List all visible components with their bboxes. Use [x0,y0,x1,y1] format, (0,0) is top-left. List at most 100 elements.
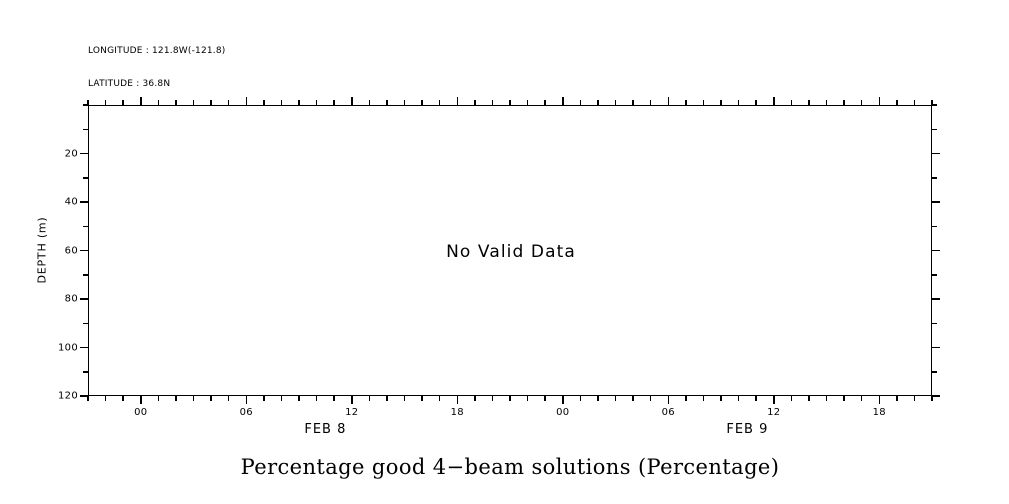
x-axis-hour-label: 12 [345,407,359,418]
x-axis-minor-tick-top [649,100,652,105]
x-axis-minor-tick [227,396,230,401]
y-axis-major-tick-right [932,395,940,397]
x-axis-minor-tick-top [403,100,406,105]
x-axis-minor-tick-top [192,100,195,105]
y-axis-major-tick [80,395,88,397]
x-axis-hour-label: 06 [239,407,253,418]
x-axis-minor-tick [649,396,652,401]
x-axis-minor-tick [913,396,916,401]
x-axis-major-tick [351,396,353,404]
x-axis-minor-tick [175,396,177,401]
x-axis-minor-tick-top [931,100,933,105]
x-axis-minor-tick-top [808,100,810,105]
y-axis-minor-tick-right [932,274,937,276]
x-axis-minor-tick-top [315,100,318,105]
y-axis-major-tick-right [932,346,940,349]
x-axis-minor-tick-top [491,100,494,105]
x-axis-major-tick-top [140,97,142,105]
x-axis-minor-tick [386,396,388,401]
x-axis-minor-tick-top [104,100,107,105]
x-axis-minor-tick [104,396,107,401]
x-axis-major-tick [140,396,142,404]
x-axis-minor-tick [87,396,89,401]
x-axis-major-tick [245,396,247,404]
x-axis-minor-tick [157,396,160,401]
x-axis-minor-tick-top [790,100,793,105]
x-axis-minor-tick [825,396,828,401]
x-axis-minor-tick-top [421,100,423,105]
y-axis-minor-tick-right [932,177,937,179]
y-axis-tick-label: 100 [58,342,78,353]
x-axis-minor-tick-top [175,100,177,105]
x-axis-minor-tick-top [298,100,300,105]
x-axis-minor-tick [755,396,757,401]
x-axis-minor-tick-top [632,100,634,105]
x-axis-minor-tick-top [122,100,124,105]
y-axis-minor-tick [83,177,88,179]
y-axis-major-tick [80,249,88,252]
x-axis-major-tick [773,396,775,404]
x-axis-minor-tick-top [368,100,371,105]
y-axis-major-tick [80,201,88,203]
x-axis-minor-tick-top [263,100,265,105]
x-axis-minor-tick-top [438,100,441,105]
x-axis-minor-tick-top [685,100,687,105]
y-axis-major-tick-right [932,152,940,155]
y-axis-major-tick-right [932,249,940,252]
y-axis-minor-tick-right [932,225,937,227]
x-axis-minor-tick [702,396,705,401]
y-axis-minor-tick [83,322,88,324]
x-axis-major-tick-top [351,97,353,105]
x-axis-minor-tick [544,396,546,401]
x-axis-minor-tick [263,396,265,401]
x-axis-minor-tick [737,396,740,401]
y-axis-major-tick-right [932,298,940,300]
plot-title: Percentage good 4−beam solutions (Percen… [240,455,780,479]
x-axis-minor-tick-top [386,100,388,105]
x-axis-minor-tick-top [913,100,916,105]
x-axis-minor-tick [509,396,511,401]
x-axis-day-label: FEB 8 [304,422,347,437]
latitude-line: LATITUDE : 36.8N [88,79,171,89]
x-axis-minor-tick-top [843,100,845,105]
no-valid-data-message: No Valid Data [446,241,576,262]
x-axis-major-tick [667,396,669,404]
x-axis-minor-tick-top [614,100,617,105]
x-axis-minor-tick [298,396,300,401]
x-axis-minor-tick-top [755,100,757,105]
x-axis-minor-tick-top [579,100,582,105]
x-axis-minor-tick-top [896,100,898,105]
y-axis-minor-tick [83,104,88,106]
x-axis-minor-tick [438,396,441,401]
x-axis-minor-tick-top [597,100,599,105]
y-axis-major-tick [80,346,88,349]
x-axis-hour-label: 12 [767,407,781,418]
x-axis-minor-tick-top [737,100,740,105]
x-axis-hour-label: 00 [556,407,570,418]
x-axis-minor-tick [843,396,845,401]
y-axis-minor-tick-right [932,322,937,324]
y-axis-minor-tick-right [932,128,937,130]
y-axis-tick-label: 40 [64,196,78,208]
x-axis-minor-tick [632,396,634,401]
x-axis-minor-tick [421,396,423,401]
x-axis-major-tick-top [456,97,458,105]
y-axis-major-tick [80,152,88,155]
x-axis-minor-tick-top [210,100,212,105]
x-axis-minor-tick-top [526,100,529,105]
x-axis-minor-tick [720,396,722,401]
y-axis-tick-label: 120 [58,390,78,402]
y-axis-minor-tick-right [932,104,937,106]
y-axis-major-tick [80,298,88,300]
x-axis-hour-label: 00 [134,407,148,418]
y-axis-minor-tick [83,274,88,276]
x-axis-day-label: FEB 9 [726,422,769,437]
x-axis-minor-tick [685,396,687,401]
x-axis-minor-tick-top [825,100,828,105]
x-axis-minor-tick-top [544,100,546,105]
x-axis-major-tick-top [245,97,247,105]
x-axis-minor-tick-top [720,100,722,105]
x-axis-major-tick [456,396,458,404]
y-axis-minor-tick [83,128,88,130]
